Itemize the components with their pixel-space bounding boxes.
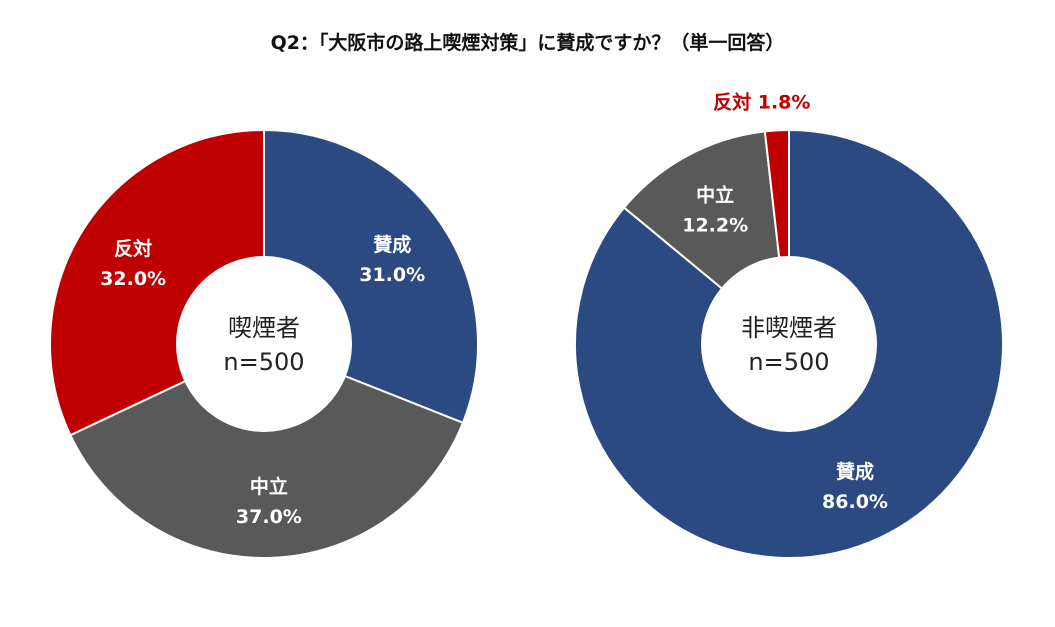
slice-neutral (69, 342, 465, 559)
slice-label-neutral: 中立 (250, 475, 288, 498)
donut-chart-smokers: 賛成 31.0% 中立 37.0% 反対 32.0% 喫煙者 n=500 (49, 128, 479, 559)
slice-label-approve: 賛成 (836, 460, 874, 483)
slice-label-oppose: 反対 (114, 237, 152, 260)
center-group-label: 喫煙者 (228, 314, 300, 342)
donut-hole (701, 256, 877, 432)
donut-hole (176, 256, 352, 432)
chart-title: Q2：「大阪市の路上喫煙対策」に賛成ですか？（単一回答） (270, 32, 785, 54)
slice-value-neutral: 37.0% (236, 506, 302, 528)
center-sample-size: n=500 (748, 348, 829, 376)
slice-label-outside-oppose: 反対 1.8% (713, 90, 810, 113)
slice-label-neutral: 中立 (696, 184, 734, 207)
center-group-label: 非喫煙者 (741, 314, 837, 342)
slice-value-approve: 86.0% (822, 491, 888, 513)
donut-chart-nonsmokers: 賛成 86.0% 中立 12.2% 反対 1.8% 非喫煙者 n=500 (574, 90, 1004, 559)
slice-value-oppose: 32.0% (100, 268, 166, 290)
slice-value-approve: 31.0% (359, 264, 425, 286)
center-sample-size: n=500 (223, 348, 304, 376)
slice-label-approve: 賛成 (373, 233, 411, 256)
slice-value-neutral: 12.2% (682, 215, 748, 237)
